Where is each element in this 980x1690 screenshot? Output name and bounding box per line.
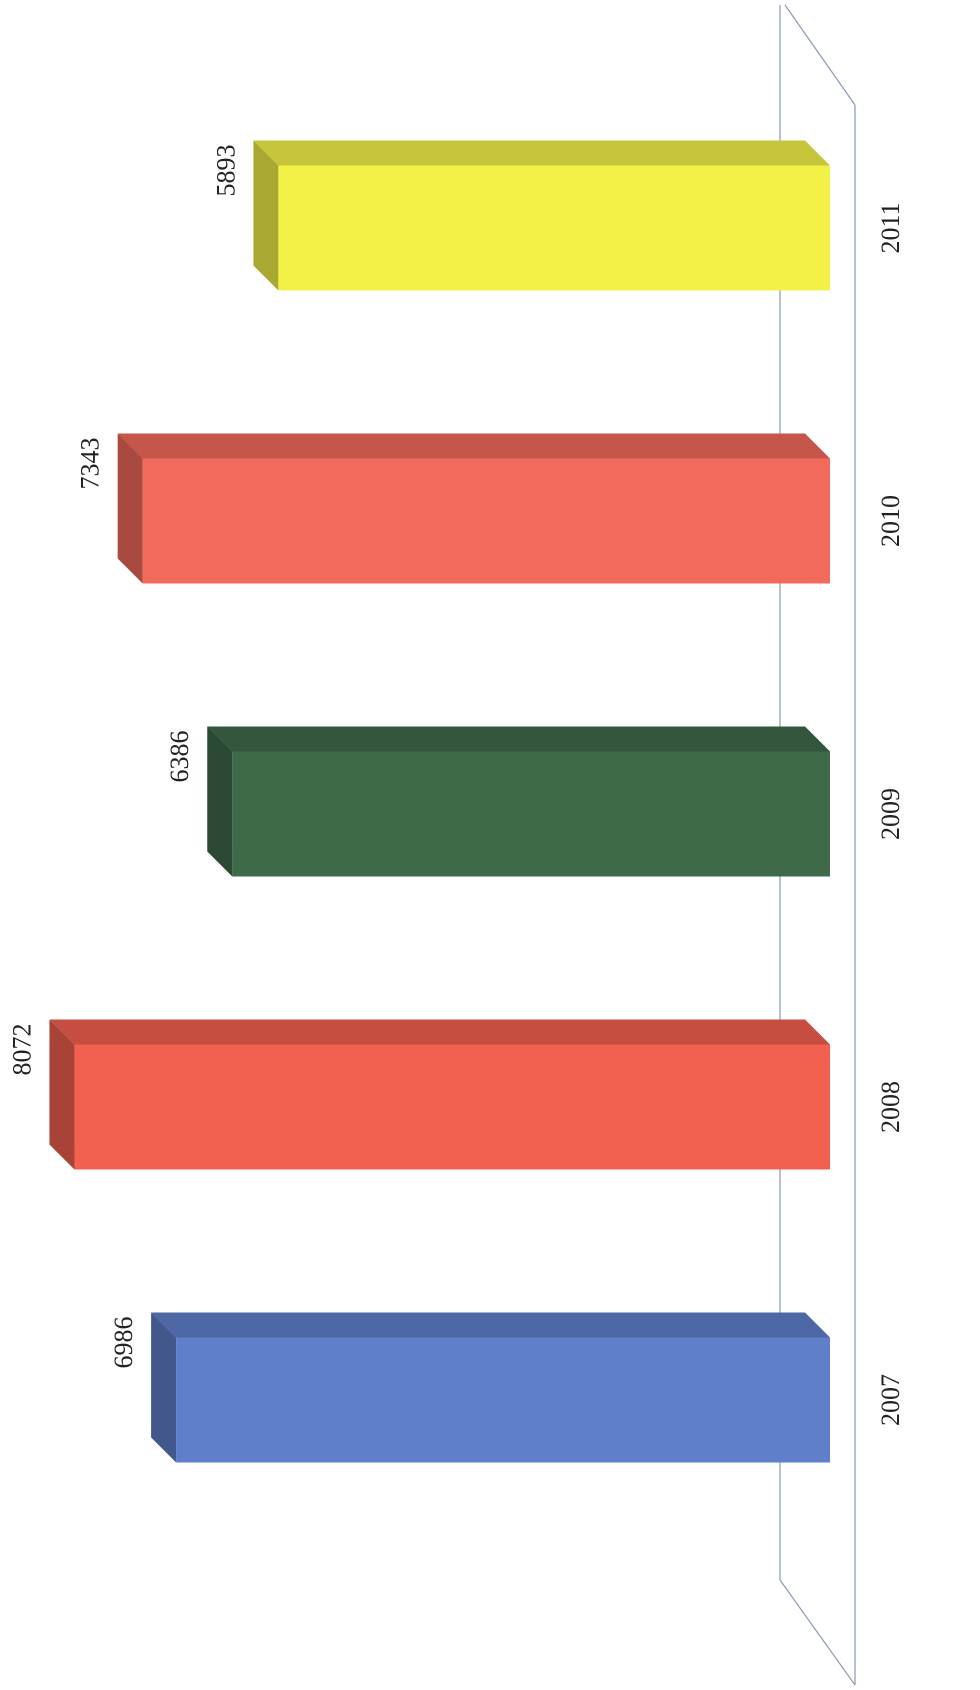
bar bbox=[142, 458, 831, 584]
x-tick-label: 2011 bbox=[876, 202, 905, 253]
x-tick-label: 2007 bbox=[876, 1374, 905, 1426]
x-tick-label: 2009 bbox=[876, 788, 905, 840]
bar-end-shade bbox=[49, 1019, 75, 1170]
bar-top-shade bbox=[207, 726, 831, 752]
bar-group bbox=[117, 433, 831, 584]
bar-top-face bbox=[49, 1019, 830, 1045]
data-label: 6986 bbox=[109, 1317, 138, 1369]
bar-end-shade bbox=[151, 1312, 177, 1463]
data-label: 5893 bbox=[211, 145, 240, 197]
bar-end-shade bbox=[117, 433, 143, 584]
x-tick-label: 2010 bbox=[876, 495, 905, 547]
data-label: 6386 bbox=[165, 731, 194, 783]
bar-top-face bbox=[253, 140, 830, 166]
bar-end-face bbox=[151, 1312, 177, 1463]
bar-group bbox=[151, 1312, 830, 1463]
bar-group bbox=[49, 1019, 830, 1170]
bar bbox=[232, 751, 831, 877]
bar-end-face bbox=[207, 726, 233, 877]
bar-group bbox=[207, 726, 831, 877]
bar bbox=[278, 165, 831, 291]
data-label: 8072 bbox=[7, 1024, 36, 1076]
bar-top-face bbox=[207, 726, 831, 752]
bar bbox=[176, 1337, 830, 1463]
floor-edge bbox=[784, 4, 856, 106]
bar-end-face bbox=[117, 433, 143, 584]
floor-edge bbox=[779, 1579, 856, 1686]
bar-top-shade bbox=[151, 1312, 830, 1338]
x-tick-label: 2008 bbox=[876, 1081, 905, 1133]
bar bbox=[74, 1044, 830, 1170]
bar-end-face bbox=[253, 140, 279, 291]
bar-group bbox=[253, 140, 831, 291]
bar-top-shade bbox=[49, 1019, 830, 1045]
bar-top-face bbox=[151, 1312, 830, 1338]
bar-top-face bbox=[117, 433, 831, 459]
data-label: 7343 bbox=[76, 438, 105, 490]
bar-top-shade bbox=[253, 140, 830, 166]
bar-end-face bbox=[49, 1019, 75, 1170]
bar-top-shade bbox=[117, 433, 831, 459]
bar-end-shade bbox=[253, 140, 279, 291]
bar-end-shade bbox=[207, 726, 233, 877]
